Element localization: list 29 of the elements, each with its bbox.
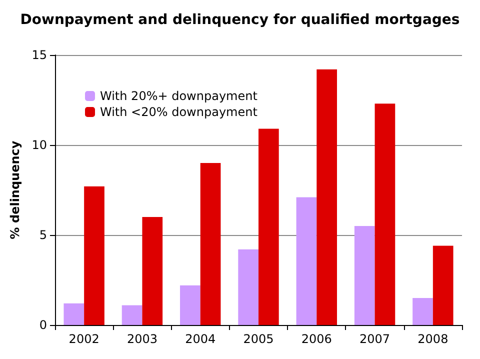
bar [238, 249, 258, 325]
y-axis-title: % delinquency [8, 140, 22, 240]
bar [296, 197, 317, 325]
y-tick-label: 0 [39, 318, 47, 332]
bar [142, 217, 163, 325]
x-tick-label: 2004 [185, 332, 216, 346]
bar [122, 305, 142, 325]
y-tick-label: 10 [32, 138, 47, 152]
bar [432, 246, 454, 325]
bar [258, 128, 279, 325]
x-tick-label: 2002 [68, 332, 100, 346]
bar [354, 226, 375, 325]
bar [200, 163, 221, 325]
x-tick-label: 2007 [360, 332, 390, 346]
x-tick-label: 2008 [418, 332, 448, 346]
chart-title: Downpayment and delinquency for qualified mortgages [20, 12, 460, 28]
y-tick-label: 5 [39, 228, 47, 242]
legend-label: With <20% downpayment [100, 105, 258, 119]
bar [374, 104, 396, 325]
y-tick-label: 15 [32, 48, 47, 62]
x-tick-label: 2006 [301, 332, 332, 346]
bar [64, 303, 84, 325]
x-tick-label: 2003 [126, 332, 158, 346]
bar [316, 69, 337, 325]
bar [180, 285, 200, 325]
legend-label: With 20%+ downpayment [100, 89, 258, 103]
bar [84, 186, 104, 325]
x-tick-label: 2005 [243, 332, 274, 346]
bar [412, 298, 433, 325]
